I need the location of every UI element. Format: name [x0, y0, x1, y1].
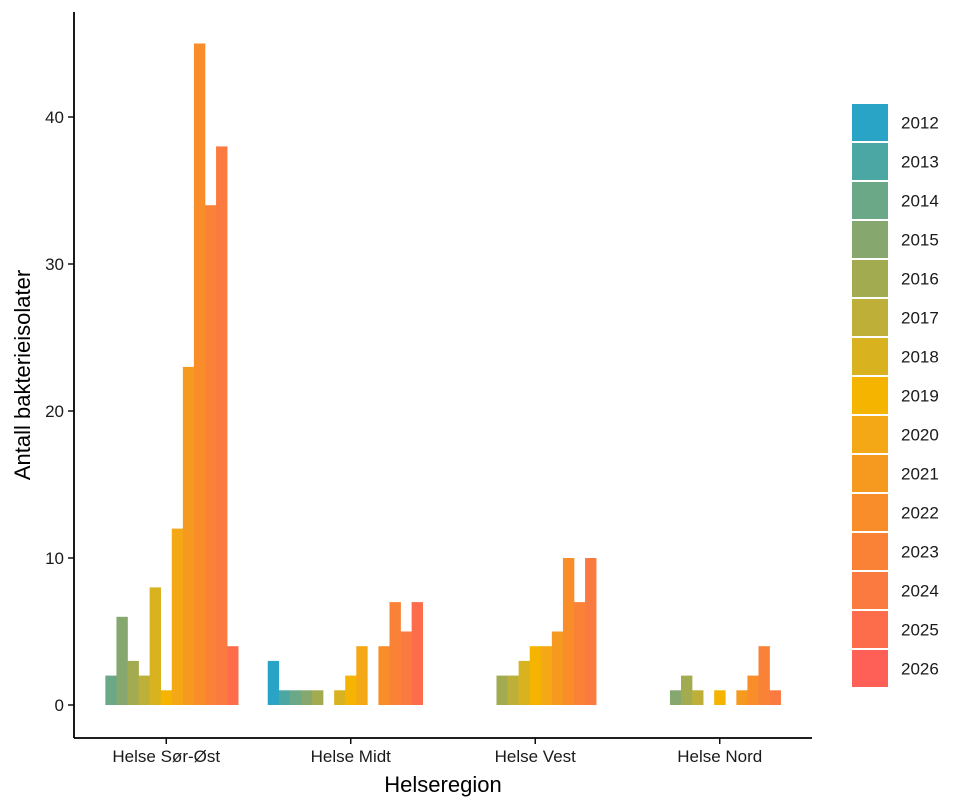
bar-2019-0: [160, 690, 173, 705]
bar-2014-0: [105, 675, 117, 705]
bar-2019-3: [714, 690, 726, 705]
legend-key-2012: [852, 104, 888, 141]
legend-key-2015: [852, 221, 888, 258]
legend: 2012 2013 2014 2015 2016 2017 2018 2019 2020 2021…: [852, 104, 939, 687]
legend-key-2017: [852, 299, 888, 336]
bar-2022-0: [193, 43, 206, 705]
legend-label-2018: 2018: [901, 348, 939, 367]
legend-key-2025: [852, 611, 888, 648]
bar-2016-0: [127, 660, 139, 705]
bar-2024-2: [585, 558, 597, 705]
legend-label-2021: 2021: [901, 465, 939, 484]
bar-2018-1: [334, 690, 346, 705]
bar-2014-1: [289, 690, 302, 705]
x-ticks: Helse Sør-Øst Helse Midt Helse Vest Helse N…: [112, 738, 762, 766]
legend-key-2018: [852, 338, 888, 375]
legend-key-2023: [852, 533, 888, 570]
bar-2015-0: [116, 616, 128, 705]
legend-key-2021: [852, 455, 888, 492]
y-tick-label: 40: [45, 108, 64, 127]
bar-2018-0: [149, 587, 162, 705]
x-tick-label: Helse Sør-Øst: [112, 747, 220, 766]
legend-label-2019: 2019: [901, 387, 939, 406]
legend-key-2026: [852, 650, 888, 687]
legend-label-2022: 2022: [901, 504, 939, 523]
legend-label-2025: 2025: [901, 621, 939, 640]
bar-2017-2: [507, 675, 519, 705]
bar-2023-2: [574, 602, 586, 705]
y-tick-label: 0: [55, 696, 64, 715]
legend-label-2023: 2023: [901, 543, 939, 562]
bar-2015-3: [669, 690, 682, 705]
bar-2025-0: [227, 646, 239, 705]
bar-2021-2: [551, 631, 564, 705]
legend-key-2016: [852, 260, 888, 297]
legend-label-2013: 2013: [901, 153, 939, 172]
bar-2025-1: [411, 602, 423, 705]
bar-2019-2: [529, 646, 542, 705]
legend-label-2024: 2024: [901, 582, 939, 601]
bar-2020-0: [171, 528, 184, 705]
legend-label-2015: 2015: [901, 231, 939, 250]
bar-2018-2: [518, 660, 531, 705]
bar-2016-2: [496, 675, 508, 705]
bar-2022-1: [378, 646, 390, 705]
y-ticks: 0 10 20 30 40: [45, 108, 74, 715]
legend-key-2019: [852, 377, 888, 414]
legend-key-2024: [852, 572, 888, 609]
legend-label-2017: 2017: [901, 309, 939, 328]
bar-2019-1: [345, 675, 357, 705]
y-axis-title: Antall bakterieisolater: [10, 270, 35, 480]
bar-2021-3: [736, 690, 748, 705]
bar-2020-2: [540, 646, 553, 705]
legend-key-2014: [852, 182, 888, 219]
bars-group: [105, 43, 781, 705]
bar-2024-3: [769, 690, 781, 705]
bar-2017-3: [692, 690, 704, 705]
legend-label-2026: 2026: [901, 660, 939, 679]
x-tick-label: Helse Nord: [677, 747, 762, 766]
legend-key-2020: [852, 416, 888, 453]
x-tick-label: Helse Midt: [311, 747, 392, 766]
bar-2023-3: [758, 646, 770, 705]
y-tick-label: 10: [45, 549, 64, 568]
legend-label-2016: 2016: [901, 270, 939, 289]
x-axis-title: Helseregion: [384, 772, 501, 797]
bar-2023-1: [389, 602, 401, 705]
bar-2013-1: [278, 690, 291, 705]
legend-label-2014: 2014: [901, 192, 939, 211]
y-tick-label: 20: [45, 402, 64, 421]
legend-label-2012: 2012: [901, 114, 939, 133]
bar-2020-1: [356, 646, 368, 705]
legend-key-2013: [852, 143, 888, 180]
bar-2016-1: [312, 690, 324, 705]
legend-key-2022: [852, 494, 888, 531]
bar-2022-3: [747, 675, 759, 705]
bar-2021-0: [182, 366, 195, 705]
legend-label-2020: 2020: [901, 426, 939, 445]
bar-2022-2: [562, 558, 575, 705]
bar-2017-0: [138, 675, 150, 705]
bar-2015-1: [300, 690, 313, 705]
y-tick-label: 30: [45, 255, 64, 274]
bar-2016-3: [681, 675, 693, 705]
bar-2024-0: [216, 146, 228, 705]
bar-2023-0: [205, 205, 217, 705]
bar-2012-1: [267, 660, 280, 705]
x-tick-label: Helse Vest: [495, 747, 577, 766]
bar-2024-1: [400, 631, 412, 705]
